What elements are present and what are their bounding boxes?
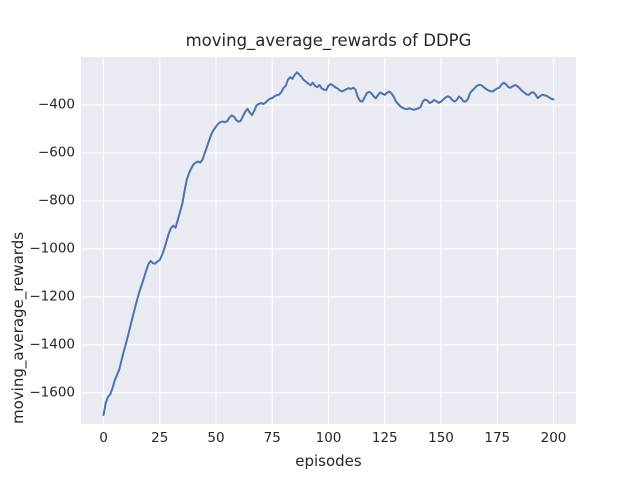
y-tick-label: −1400 bbox=[29, 336, 75, 353]
y-tick-label: −1600 bbox=[29, 384, 75, 401]
y-tick-label: −1000 bbox=[29, 240, 75, 257]
chart-title: moving_average_rewards of DDPG bbox=[185, 31, 472, 50]
plot-area bbox=[81, 57, 576, 424]
y-tick-label: −400 bbox=[37, 96, 75, 113]
x-tick-label: 150 bbox=[428, 430, 454, 446]
reward-line-series bbox=[102, 71, 555, 417]
y-axis-label: moving_average_rewards bbox=[9, 231, 27, 424]
x-tick-label: 125 bbox=[371, 430, 398, 446]
y-tick-label: −600 bbox=[37, 144, 75, 161]
y-tick-label: −1200 bbox=[29, 288, 75, 305]
x-tick-label: 175 bbox=[484, 430, 511, 446]
x-tick-label: 50 bbox=[207, 430, 225, 446]
x-tick-label: 25 bbox=[151, 430, 169, 446]
x-tick-label: 0 bbox=[99, 430, 108, 446]
x-axis-label: episodes bbox=[295, 452, 362, 470]
line-chart bbox=[81, 57, 576, 424]
x-tick-label: 100 bbox=[315, 430, 342, 446]
y-tick-label: −800 bbox=[37, 192, 75, 209]
x-tick-label: 75 bbox=[263, 430, 281, 446]
x-tick-label: 200 bbox=[540, 430, 567, 446]
